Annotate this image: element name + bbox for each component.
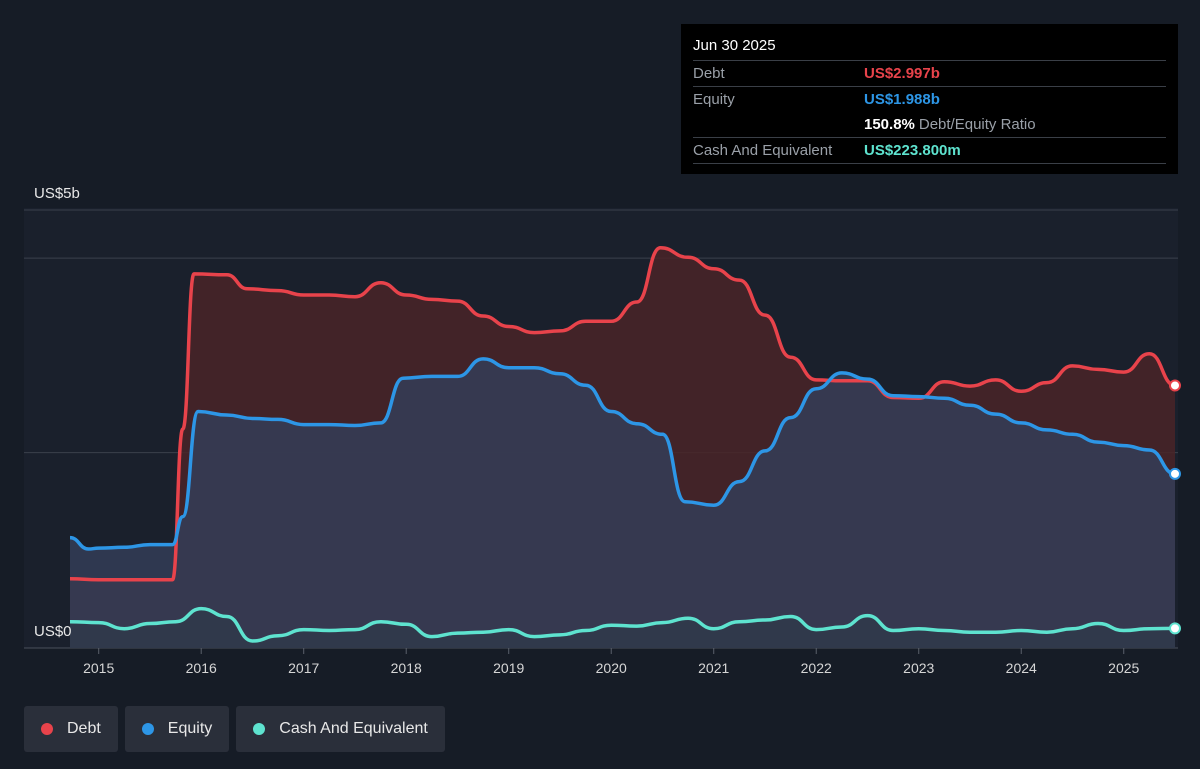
series-lines bbox=[69, 245, 1176, 643]
x-tick-label: 2017 bbox=[288, 660, 319, 676]
tooltip-debt-value: US$2.997b bbox=[864, 65, 940, 82]
debt-dot-icon bbox=[41, 723, 53, 735]
x-axis-ticks: 2015 2016 2017 2018 2019 2020 2021 2022 2023 2024… bbox=[83, 648, 1140, 676]
cash-dot-icon bbox=[253, 723, 266, 735]
legend-item-cash[interactable]: Cash And Equivalent bbox=[236, 706, 445, 752]
cash-and-equivalent-area bbox=[70, 608, 1175, 648]
equity-area bbox=[70, 358, 1175, 648]
equity-end-point[interactable] bbox=[1169, 467, 1181, 480]
tooltip-row-cash: Cash And Equivalent US$223.800m bbox=[693, 137, 1166, 164]
x-tick-label: 2025 bbox=[1108, 660, 1139, 676]
x-tick-label: 2020 bbox=[596, 660, 627, 676]
tooltip-row-equity: Equity US$1.988b bbox=[693, 86, 1166, 112]
cash-and-equivalent-end-point[interactable] bbox=[1169, 622, 1181, 635]
cash-and-equivalent-line bbox=[69, 606, 1176, 643]
tooltip-row-ratio: 150.8% Debt/Equity Ratio bbox=[693, 112, 1166, 137]
tooltip-cash-label: Cash And Equivalent bbox=[693, 142, 833, 159]
legend-debt-label: Debt bbox=[67, 720, 101, 737]
y-axis-top-label: US$5b bbox=[34, 185, 80, 202]
x-tick-label: 2024 bbox=[1006, 660, 1037, 676]
legend-item-debt[interactable]: Debt bbox=[24, 706, 118, 752]
equity-dot-icon bbox=[141, 723, 154, 735]
x-tick-label: 2023 bbox=[903, 660, 934, 676]
tooltip-debt-label: Debt bbox=[693, 65, 725, 82]
tooltip-row-debt: Debt US$2.997b bbox=[693, 60, 1166, 86]
x-tick-label: 2019 bbox=[493, 660, 524, 676]
x-tick-label: 2021 bbox=[698, 660, 729, 676]
x-tick-label: 2016 bbox=[186, 660, 217, 676]
legend-item-equity[interactable]: Equity bbox=[124, 706, 230, 752]
tooltip-equity-value: US$1.988b bbox=[864, 91, 940, 108]
data-tooltip: Jun 30 2025 Debt US$2.997b Equity US$1.9… bbox=[681, 24, 1178, 174]
equity-line bbox=[69, 357, 1176, 551]
tooltip-cash-value: US$223.800m bbox=[864, 142, 961, 159]
debt-line bbox=[69, 245, 1176, 582]
x-tick-label: 2022 bbox=[801, 660, 832, 676]
debt-end-point[interactable] bbox=[1169, 379, 1181, 392]
series-areas bbox=[70, 247, 1175, 648]
x-tick-label: 2018 bbox=[391, 660, 422, 676]
tooltip-equity-label: Equity bbox=[693, 91, 735, 108]
tooltip-ratio-value: 150.8% bbox=[864, 116, 915, 133]
tooltip-ratio-label: Debt/Equity Ratio bbox=[918, 116, 1036, 133]
legend-cash-label: Cash And Equivalent bbox=[279, 720, 428, 737]
legend-equity-label: Equity bbox=[167, 720, 213, 737]
chart-legend: Debt Equity Cash And Equivalent bbox=[24, 706, 445, 752]
x-tick-label: 2015 bbox=[83, 660, 114, 676]
tooltip-date: Jun 30 2025 bbox=[693, 37, 776, 54]
end-markers bbox=[1169, 379, 1181, 635]
y-axis-bottom-label: US$0 bbox=[34, 623, 72, 640]
